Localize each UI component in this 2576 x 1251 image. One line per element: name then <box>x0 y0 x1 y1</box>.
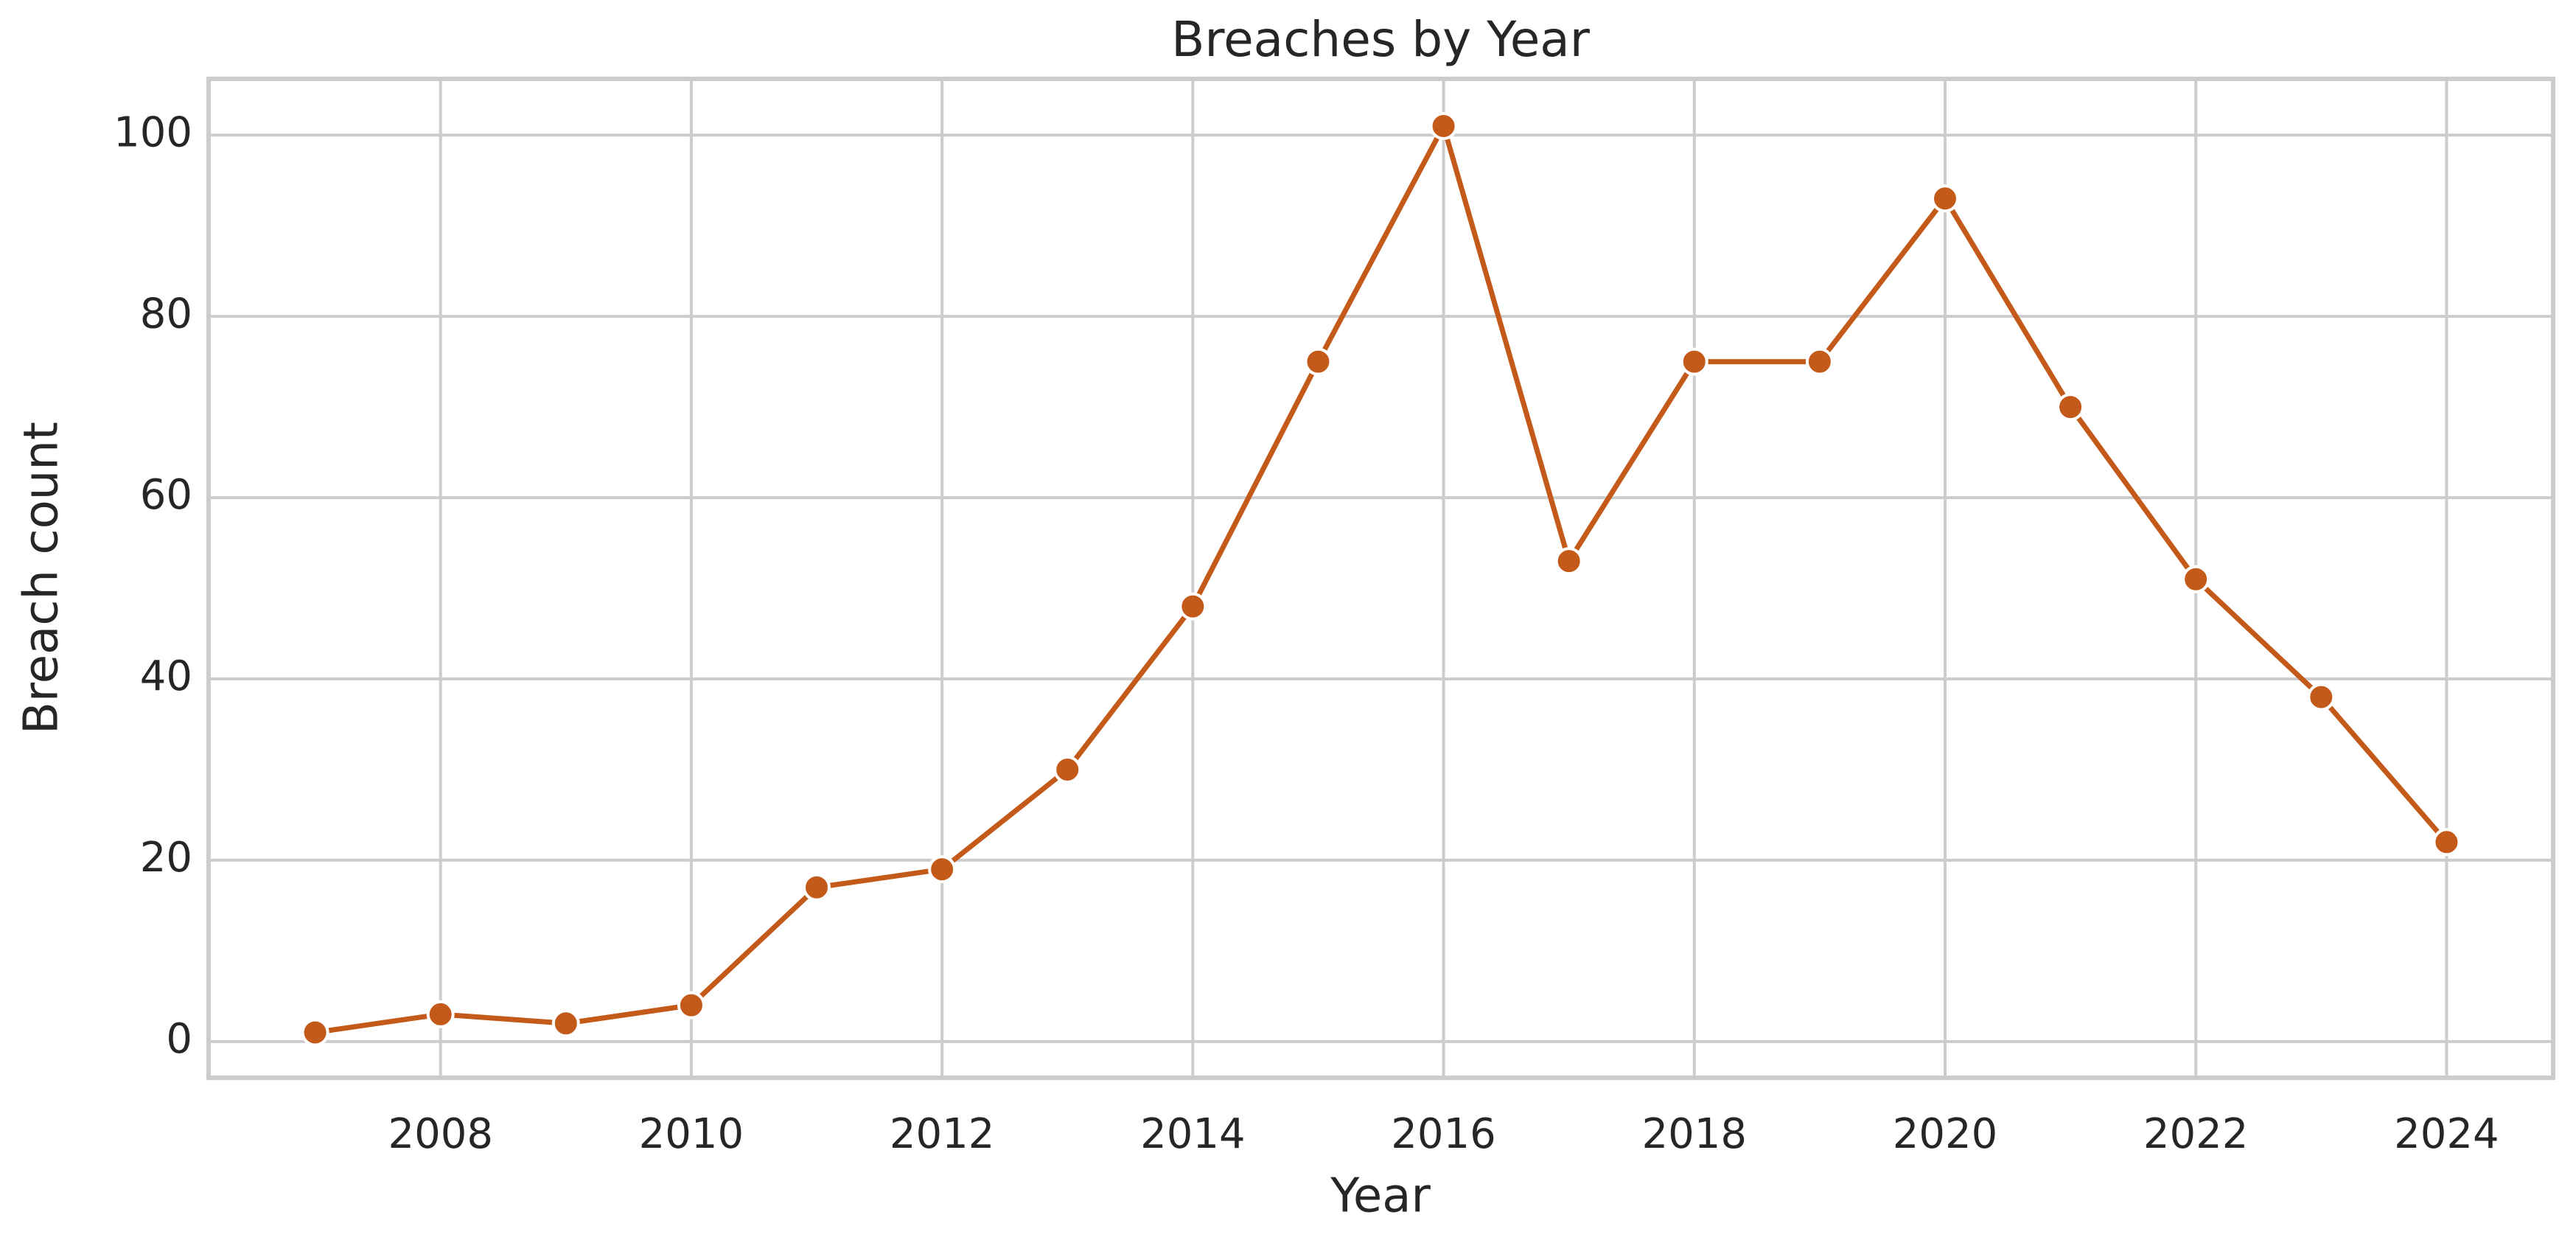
series-line <box>315 123 2449 1035</box>
point <box>301 1018 329 1047</box>
y-tick-label: 80 <box>140 290 192 338</box>
point <box>1304 347 1333 376</box>
x-tick-label: 2018 <box>1642 1110 1748 1158</box>
x-tick-label: 2010 <box>639 1110 744 1158</box>
point <box>1179 592 1207 621</box>
x-tick-label: 2020 <box>1893 1110 1998 1158</box>
point <box>803 873 831 902</box>
x-tick-label: 2022 <box>2143 1110 2249 1158</box>
plot-frame <box>206 77 2555 1080</box>
point <box>551 1009 580 1038</box>
point <box>2307 683 2336 711</box>
x-tick-label: 2008 <box>388 1110 493 1158</box>
y-tick-label: 40 <box>140 652 192 700</box>
point <box>928 855 957 884</box>
x-tick-label: 2014 <box>1140 1110 1246 1158</box>
chart-title: Breaches by Year <box>1171 11 1591 68</box>
y-axis-label: Breach count <box>15 422 69 734</box>
point <box>1680 347 1708 376</box>
y-tick-label: 100 <box>114 108 192 156</box>
point <box>1429 111 1458 140</box>
y-tick-label: 20 <box>140 834 192 882</box>
point <box>1805 347 1834 376</box>
y-tick-label: 60 <box>140 471 192 519</box>
x-tick-label: 2012 <box>890 1110 995 1158</box>
point <box>2056 393 2085 422</box>
x-tick-label: 2024 <box>2394 1110 2499 1158</box>
point <box>2432 828 2461 857</box>
point <box>1554 547 1583 576</box>
y-tick-label: 0 <box>166 1015 192 1063</box>
point <box>1930 184 1959 213</box>
point <box>677 991 705 1020</box>
x-axis-label: Year <box>1330 1169 1431 1224</box>
x-tick-label: 2016 <box>1391 1110 1496 1158</box>
point <box>1053 755 1082 784</box>
point <box>2182 565 2210 593</box>
point <box>426 1000 455 1028</box>
